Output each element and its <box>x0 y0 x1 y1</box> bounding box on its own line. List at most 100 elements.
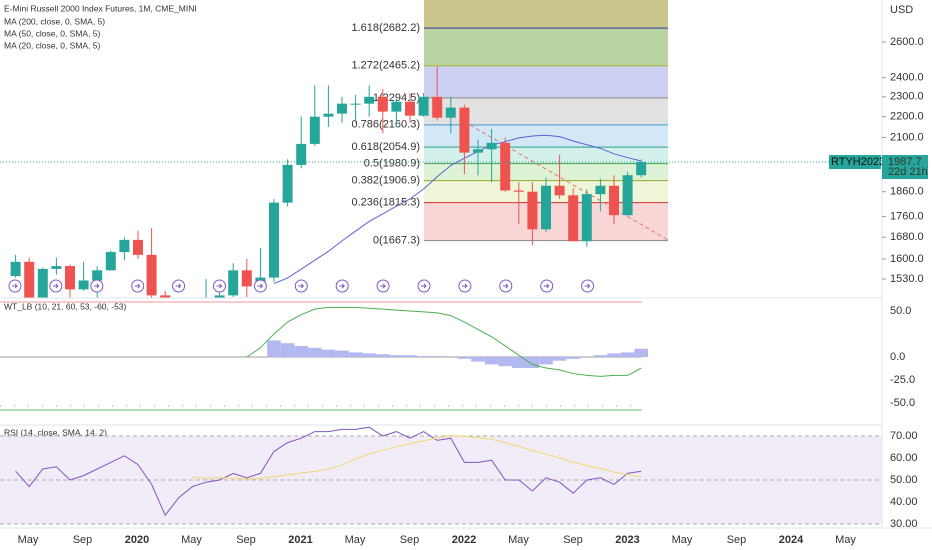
rsi-tick-label: 40.00 <box>890 496 918 508</box>
symbol-tag: RTYH2023 <box>831 156 885 168</box>
candle-body <box>486 142 497 150</box>
time-label: Sep <box>236 534 256 546</box>
time-label: Sep <box>73 534 93 546</box>
time-label: May <box>835 534 856 546</box>
candle-body <box>364 96 375 104</box>
wt-hist <box>593 355 608 357</box>
wt-hist <box>525 357 540 369</box>
price-tick-label: 1860.0 <box>890 186 924 198</box>
wt-hist <box>416 356 431 357</box>
candle-body <box>323 113 334 117</box>
wt-hist <box>280 343 295 357</box>
wt-tick-label: 0.0 <box>890 351 905 363</box>
candle-body <box>391 101 402 112</box>
fib-label: 1.618(2682.2) <box>352 22 421 34</box>
event-icon-arrow <box>339 283 345 289</box>
candle-body <box>405 101 415 116</box>
candle-body <box>309 116 320 144</box>
candle-body <box>554 185 565 196</box>
time-label: May <box>508 534 529 546</box>
rsi-tick-label: 60.00 <box>890 452 918 464</box>
rsi-tick-label: 70.00 <box>890 430 918 442</box>
candle-body <box>37 268 48 298</box>
event-icon-arrow <box>12 283 18 289</box>
wt-hist <box>389 355 404 357</box>
candle-body <box>146 254 157 296</box>
wt-hist <box>539 357 553 365</box>
time-label: 2020 <box>125 534 149 546</box>
price-tick-label: 2600.0 <box>890 36 924 48</box>
price-tag-bg <box>882 155 928 180</box>
event-icon-arrow <box>543 283 550 289</box>
rsi-line <box>15 426 642 517</box>
time-label: Sep <box>563 534 583 546</box>
wt-hist <box>403 355 417 357</box>
fib-band <box>424 124 668 148</box>
event-icon-arrow <box>216 283 223 289</box>
symbol-tag-bg <box>829 155 881 170</box>
candle-body <box>10 261 21 277</box>
fib-band <box>424 0 668 29</box>
time-label: May <box>345 534 366 546</box>
indicator-label: MA (20, close, 0, SMA, 5) <box>4 40 101 50</box>
wt-hist <box>267 340 281 357</box>
candle-body <box>377 96 388 112</box>
moving-average <box>273 134 642 285</box>
candle-body <box>622 175 633 216</box>
event-icon-arrow <box>584 283 591 289</box>
wt-hist <box>362 353 376 357</box>
candle-body <box>241 270 252 287</box>
wt-hist <box>321 349 336 357</box>
wt-tick-label: -50.0 <box>890 397 915 409</box>
candle-body <box>541 185 551 230</box>
candle-body <box>337 103 347 114</box>
time-label: May <box>672 534 693 546</box>
candle-body <box>214 295 225 298</box>
price-tick-label: 1530.0 <box>890 273 924 285</box>
event-icon-arrow <box>134 283 141 289</box>
candle-body <box>78 280 89 290</box>
time-label: May <box>18 534 39 546</box>
chart-title: E-Mini Russell 2000 Index Futures, 1M, C… <box>4 3 197 13</box>
fib-label: 0(1667.3) <box>373 235 420 247</box>
event-icon-arrow <box>380 283 386 289</box>
candle-body <box>418 96 429 116</box>
event-icon-arrow <box>298 283 305 289</box>
candle-body <box>609 185 619 216</box>
price-tick-label: 2300.0 <box>890 91 924 103</box>
event-icon-arrow <box>93 283 100 289</box>
candle-body <box>595 185 606 195</box>
candle-body <box>119 239 130 253</box>
event-icon-arrow <box>175 283 182 289</box>
candle-body <box>513 190 524 192</box>
time-label: May <box>181 534 202 546</box>
wt-hist <box>430 356 444 357</box>
rsi-tick-label: 30.00 <box>890 518 918 530</box>
candle-body <box>65 266 75 290</box>
rsi-ma <box>192 435 642 480</box>
candle-body <box>459 107 470 153</box>
wt-hist <box>376 354 390 357</box>
candle-body <box>432 96 443 118</box>
time-label: 2021 <box>288 534 312 546</box>
candle-body <box>92 270 103 281</box>
wt-hist <box>566 357 580 359</box>
candle-body <box>581 194 592 242</box>
candle-body <box>636 162 647 176</box>
candle-body <box>527 191 538 230</box>
rsi-label: RSI (14, close, SMA, 14, 2) <box>4 427 107 437</box>
wt-hist <box>348 352 363 357</box>
candle-body <box>51 266 62 269</box>
wt-hist <box>484 357 499 365</box>
fib-label: 0.382(1906.9) <box>352 174 421 186</box>
time-label: Sep <box>400 534 420 546</box>
candle-body <box>269 202 279 278</box>
wt-label: WT_LB (10, 21, 60, 53, -60, -53) <box>4 301 127 311</box>
candle-body <box>473 149 483 153</box>
candle-body <box>445 107 456 118</box>
time-label: 2022 <box>452 534 476 546</box>
candle-body <box>24 261 35 298</box>
candle-body <box>350 103 361 105</box>
indicator-label: MA (50, close, 0, SMA, 5) <box>4 28 101 38</box>
